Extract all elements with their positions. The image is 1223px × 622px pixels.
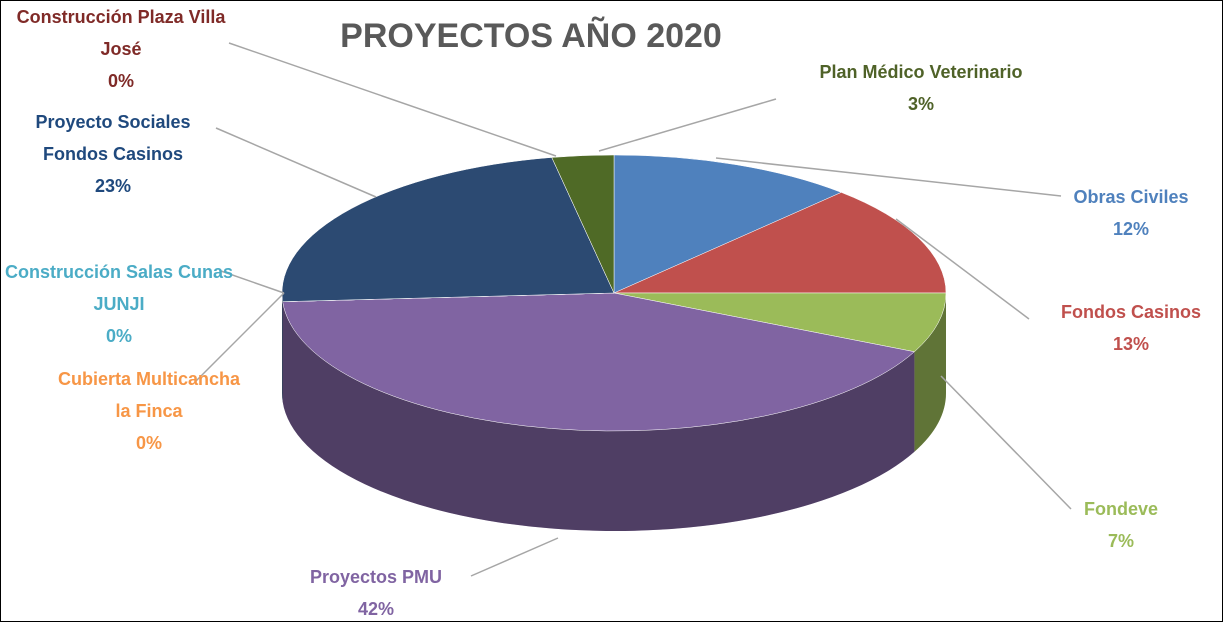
- slice-side: [282, 293, 283, 402]
- slice: [282, 292, 915, 432]
- slice: [613, 192, 947, 294]
- slice-side: [914, 293, 946, 452]
- label-value: 42%: [357, 599, 395, 619]
- leader-line: [940, 375, 1072, 510]
- data-label: Proyecto Sociales Fondos Casinos 23%: [13, 106, 213, 202]
- slice: [613, 154, 842, 294]
- data-label: Fondos Casinos 13%: [1031, 296, 1222, 360]
- chart-title: PROYECTOS AÑO 2020: [340, 17, 722, 55]
- label-value: 12%: [1112, 219, 1150, 239]
- label-name: Proyectos PMU: [309, 567, 443, 587]
- label-value: 23%: [94, 176, 132, 196]
- leader-line: [215, 127, 377, 198]
- leader-line: [598, 98, 777, 152]
- data-label: Fondeve 7%: [1021, 493, 1221, 557]
- data-label: Construcción Salas Cunas JUNJI 0%: [4, 256, 234, 352]
- leader-line: [195, 292, 285, 382]
- label-value: 0%: [135, 433, 162, 453]
- leader-line: [228, 42, 557, 157]
- label-name: Proyecto Sociales Fondos Casinos: [35, 112, 191, 164]
- slice: [551, 154, 615, 294]
- leader-line: [220, 270, 285, 294]
- data-label: Obras Civiles 12%: [1031, 181, 1222, 245]
- label-name: Plan Médico Veterinario: [819, 62, 1023, 82]
- leader-line: [470, 537, 559, 577]
- slice: [613, 292, 947, 353]
- data-label: Plan Médico Veterinario 3%: [771, 56, 1071, 120]
- leader-line: [715, 157, 1062, 197]
- data-label: Proyectos PMU 42%: [276, 561, 476, 621]
- label-name: Construcción Plaza Villa José: [16, 7, 226, 59]
- label-value: 0%: [105, 326, 132, 346]
- label-name: Fondos Casinos: [1060, 302, 1201, 322]
- slice-side-shade: [914, 293, 946, 452]
- label-value: 7%: [1107, 531, 1134, 551]
- slice: [281, 157, 615, 302]
- data-label: Cubierta Multicancha la Finca 0%: [53, 363, 245, 459]
- label-name: Fondeve: [1083, 499, 1158, 519]
- label-value: 0%: [107, 71, 134, 91]
- label-name: Cubierta Multicancha la Finca: [57, 369, 241, 421]
- slice-side: [282, 301, 915, 531]
- slice-side-shade: [282, 293, 283, 402]
- label-name: Construcción Salas Cunas JUNJI: [4, 262, 234, 314]
- label-value: 3%: [907, 94, 934, 114]
- leader-line: [895, 218, 1030, 320]
- label-value: 13%: [1112, 334, 1150, 354]
- slice-side-shade: [282, 301, 915, 531]
- label-name: Obras Civiles: [1073, 187, 1189, 207]
- data-label: Construcción Plaza Villa José 0%: [16, 1, 226, 97]
